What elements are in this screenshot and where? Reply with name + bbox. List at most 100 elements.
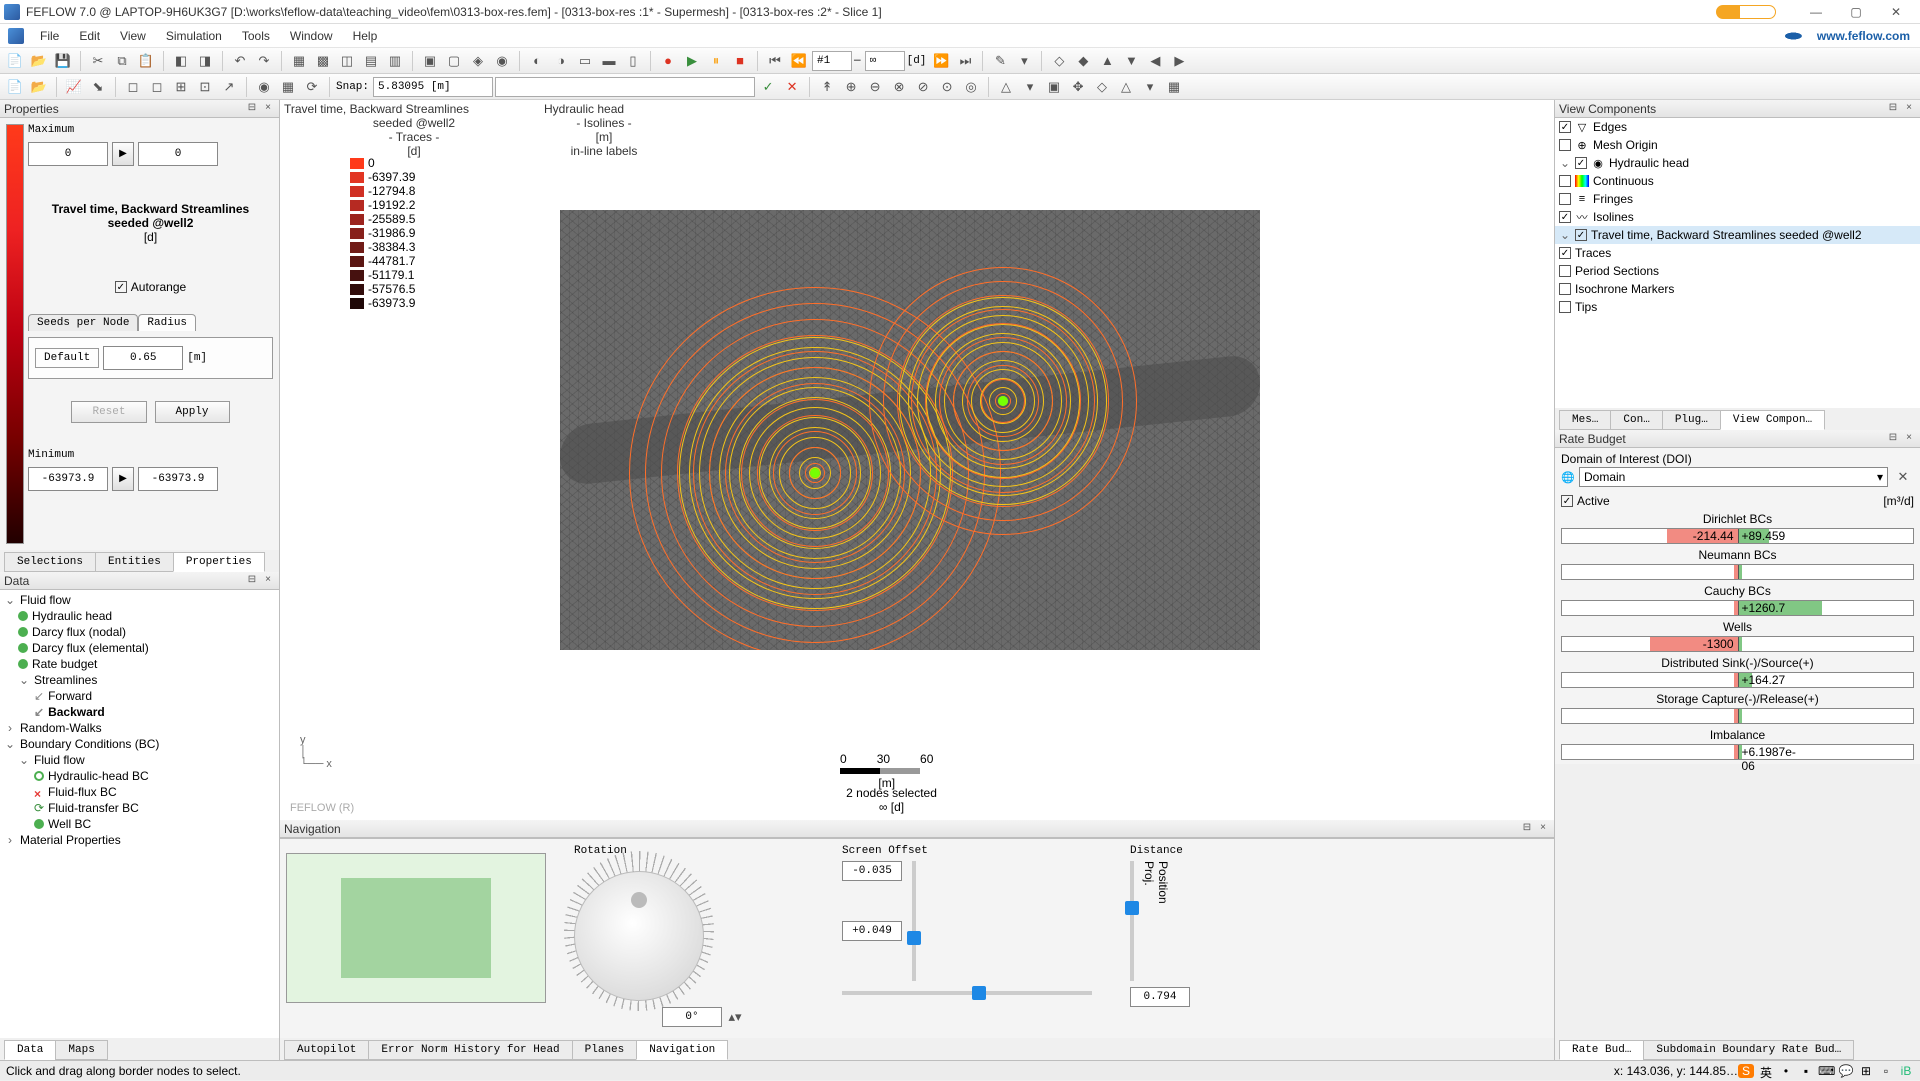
tb2-x-icon[interactable]: △ xyxy=(1115,76,1137,98)
menu-file[interactable]: File xyxy=(30,24,69,48)
tab-mes[interactable]: Mes… xyxy=(1559,410,1611,430)
tree-material-props[interactable]: Material Properties xyxy=(20,833,121,847)
tool-i-icon[interactable]: ◉ xyxy=(491,50,513,72)
close-button[interactable]: ✕ xyxy=(1876,0,1916,24)
mesh-viewport[interactable] xyxy=(560,210,1260,650)
tool-k-icon[interactable]: ◑ xyxy=(550,50,572,72)
tool-f-icon[interactable]: ▣ xyxy=(419,50,441,72)
tab-view-compon[interactable]: View Compon… xyxy=(1720,410,1825,430)
tray-f-icon[interactable]: ▫ xyxy=(1878,1064,1894,1078)
vc-travel-time[interactable]: Travel time, Backward Streamlines seeded… xyxy=(1591,228,1916,242)
tb2-w-icon[interactable]: ◇ xyxy=(1091,76,1113,98)
expand-icon[interactable]: ⌄ xyxy=(1559,156,1571,170)
tab-entities[interactable]: Entities xyxy=(95,552,174,572)
close-icon[interactable]: × xyxy=(1902,102,1916,116)
tb2-f-icon[interactable]: ◻ xyxy=(146,76,168,98)
distance-slider[interactable] xyxy=(1130,861,1134,981)
copy-icon[interactable]: ⧉ xyxy=(111,50,133,72)
vc-isolines-check[interactable]: ✓ xyxy=(1559,211,1571,223)
next-last-icon[interactable]: ⏭ xyxy=(954,50,976,72)
tool-l-icon[interactable]: ▭ xyxy=(574,50,596,72)
vc-traces[interactable]: Traces xyxy=(1575,246,1611,260)
chevron-down-icon[interactable]: ▾ xyxy=(1019,76,1041,98)
tool-m-icon[interactable]: ▬ xyxy=(598,50,620,72)
expand-icon[interactable]: ⌄ xyxy=(18,753,30,767)
tab-planes[interactable]: Planes xyxy=(572,1040,638,1060)
min-apply-icon[interactable]: ▶ xyxy=(112,467,134,491)
tool-b-icon[interactable]: ◨ xyxy=(194,50,216,72)
pin-icon[interactable]: ⊟ xyxy=(1886,102,1900,116)
menu-view[interactable]: View xyxy=(110,24,156,48)
vc-iso-markers[interactable]: Isochrone Markers xyxy=(1575,282,1674,296)
menu-edit[interactable]: Edit xyxy=(69,24,110,48)
pin-icon[interactable]: ⊟ xyxy=(1520,822,1534,836)
expand-icon[interactable]: ⌄ xyxy=(18,673,30,687)
autorange-row[interactable]: ✓ Autorange xyxy=(28,280,273,294)
paste-icon[interactable]: 📋 xyxy=(135,50,157,72)
offset-x-slider[interactable] xyxy=(912,861,916,981)
tool-h-icon[interactable]: ◈ xyxy=(467,50,489,72)
vc-edges-check[interactable]: ✓ xyxy=(1559,121,1571,133)
tree-rate-budget[interactable]: Rate budget xyxy=(32,657,97,671)
min-a-input[interactable] xyxy=(28,467,108,491)
tool-g-icon[interactable]: ▢ xyxy=(443,50,465,72)
open-icon[interactable]: 📂 xyxy=(28,50,50,72)
tb2-u-icon[interactable]: ▣ xyxy=(1043,76,1065,98)
step-field[interactable] xyxy=(812,51,852,71)
offset-y-slider[interactable] xyxy=(842,991,1092,995)
menu-simulation[interactable]: Simulation xyxy=(156,24,232,48)
vc-mesh-origin[interactable]: Mesh Origin xyxy=(1593,138,1658,152)
tool-o-icon[interactable]: ✎ xyxy=(989,50,1011,72)
next-icon[interactable]: ⏩ xyxy=(930,50,952,72)
brand-link[interactable]: www.feflow.com xyxy=(1785,28,1910,44)
fem-view[interactable]: Travel time, Backward Streamlines seeded… xyxy=(280,100,1554,820)
reset-button[interactable]: Reset xyxy=(71,401,146,423)
command-input[interactable] xyxy=(495,77,755,97)
vc-period[interactable]: Period Sections xyxy=(1575,264,1659,278)
tool-r-icon[interactable]: ▲ xyxy=(1096,50,1118,72)
spinner-up-icon[interactable]: ▴▾ xyxy=(724,1007,746,1027)
tab-data[interactable]: Data xyxy=(4,1040,56,1060)
redo-icon[interactable]: ↷ xyxy=(253,50,275,72)
cut-icon[interactable]: ✂ xyxy=(87,50,109,72)
pin-icon[interactable]: ⊟ xyxy=(1886,432,1900,446)
confirm-icon[interactable]: ✓ xyxy=(757,76,779,98)
doi-select[interactable]: Domain ▾ xyxy=(1579,467,1888,487)
record-icon[interactable]: ● xyxy=(657,50,679,72)
tab-navigation[interactable]: Navigation xyxy=(636,1040,728,1060)
tree-streamlines[interactable]: Streamlines xyxy=(34,673,97,687)
tab-con[interactable]: Con… xyxy=(1610,410,1662,430)
tb2-r-icon[interactable]: ⊙ xyxy=(936,76,958,98)
vc-hh-check[interactable]: ✓ xyxy=(1575,157,1587,169)
vc-period-check[interactable] xyxy=(1559,265,1571,277)
tab-error-norm[interactable]: Error Norm History for Head xyxy=(368,1040,572,1060)
save-icon[interactable]: 💾 xyxy=(52,50,74,72)
tb2-p-icon[interactable]: ⊗ xyxy=(888,76,910,98)
tb2-k-icon[interactable]: ▦ xyxy=(277,76,299,98)
grid-icon[interactable]: ▦ xyxy=(288,50,310,72)
tb2-d-icon[interactable]: ⬊ xyxy=(87,76,109,98)
grid2-icon[interactable]: ▩ xyxy=(312,50,334,72)
tree-bc[interactable]: Boundary Conditions (BC) xyxy=(20,737,159,751)
offset-y-input[interactable] xyxy=(842,921,902,941)
autorange-checkbox[interactable]: ✓ xyxy=(115,281,127,293)
pin-icon[interactable]: ⊟ xyxy=(245,574,259,588)
tab-maps[interactable]: Maps xyxy=(55,1040,107,1060)
tab-radius[interactable]: Radius xyxy=(138,314,196,331)
distance-input[interactable] xyxy=(1130,987,1190,1007)
tree-darcy-elem[interactable]: Darcy flux (elemental) xyxy=(32,641,149,655)
min-b-input[interactable] xyxy=(138,467,218,491)
max-b-input[interactable] xyxy=(138,142,218,166)
tb2-e-icon[interactable]: ◻ xyxy=(122,76,144,98)
tab-subdomain-bud[interactable]: Subdomain Boundary Rate Bud… xyxy=(1643,1040,1854,1060)
well-node[interactable] xyxy=(810,468,820,478)
tb2-g-icon[interactable]: ⊞ xyxy=(170,76,192,98)
vc-iso-markers-check[interactable] xyxy=(1559,283,1571,295)
tree-backward[interactable]: Backward xyxy=(48,705,105,719)
tb2-n-icon[interactable]: ⊕ xyxy=(840,76,862,98)
tree-hydraulic-head[interactable]: Hydraulic head xyxy=(32,609,112,623)
vc-continuous-check[interactable] xyxy=(1559,175,1571,187)
tray-e-icon[interactable]: ⊞ xyxy=(1858,1064,1874,1078)
nav-overview[interactable] xyxy=(286,853,546,1003)
menu-help[interactable]: Help xyxy=(343,24,388,48)
